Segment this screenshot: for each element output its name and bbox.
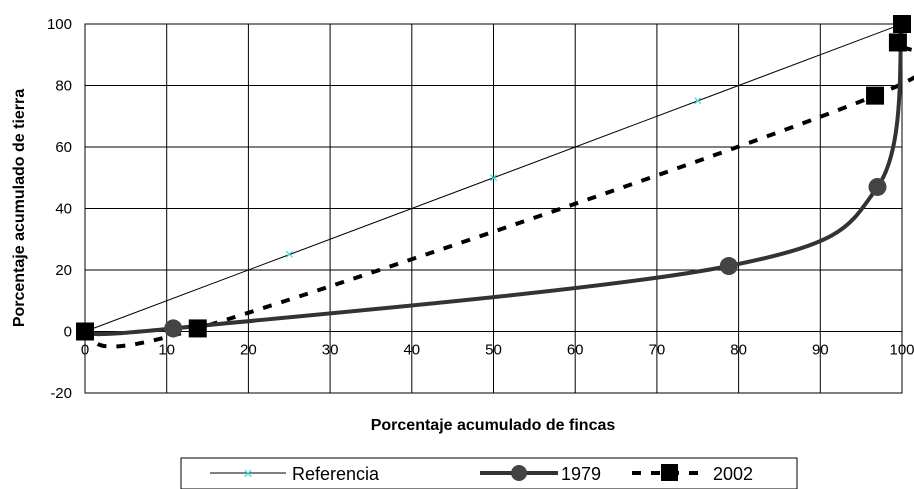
x-tick-label: 50 — [485, 342, 502, 359]
legend-label-2002: 2002 — [713, 464, 753, 484]
legend-marker-referencia: × — [243, 464, 253, 483]
point-2002 — [866, 86, 885, 105]
y-tick-label: 60 — [55, 139, 72, 156]
y-tick-label: 80 — [55, 78, 72, 95]
y-tick-labels: -20 0 20 40 60 80 100 — [47, 16, 72, 402]
x-tick-label: 40 — [403, 342, 420, 359]
point-referencia: × — [693, 93, 702, 110]
y-tick-label: -20 — [50, 385, 72, 402]
point-referencia: × — [285, 247, 294, 264]
x-tick-label: 20 — [240, 342, 257, 359]
x-axis-label: Porcentaje acumulado de fincas — [371, 417, 616, 434]
point-1979 — [719, 257, 738, 276]
y-tick-label: 0 — [64, 324, 72, 341]
point-referencia: × — [489, 170, 498, 187]
legend-label-1979: 1979 — [561, 464, 601, 484]
series-line-1979 — [84, 23, 904, 337]
y-tick-label: 20 — [55, 262, 72, 279]
x-tick-label: 60 — [567, 342, 584, 359]
series-line-referencia — [84, 23, 903, 332]
x-tick-label: 70 — [649, 342, 666, 359]
point-1979 — [164, 319, 183, 338]
x-tick-label: 0 — [81, 342, 89, 359]
x-tick-label: 90 — [812, 342, 829, 359]
y-tick-label: 100 — [47, 16, 72, 33]
x-tick-label: 30 — [322, 342, 339, 359]
x-tick-labels: 0 10 20 30 40 50 60 70 80 90 100 — [81, 342, 914, 359]
y-axis-label: Porcentaje acumulado de tierra — [11, 89, 28, 327]
legend: × Referencia 1979 2002 — [180, 457, 798, 489]
legend-marker-2002 — [661, 464, 678, 481]
y-tick-label: 40 — [55, 201, 72, 218]
point-2002 — [188, 319, 207, 338]
point-2002 — [76, 322, 94, 341]
x-tick-label: 10 — [158, 342, 175, 359]
x-tick-label: 100 — [889, 342, 914, 359]
legend-marker-1979 — [511, 465, 527, 481]
legend-label-referencia: Referencia — [292, 464, 380, 484]
plot-border — [84, 23, 903, 394]
x-tick-label: 80 — [730, 342, 747, 359]
point-2002 — [888, 33, 907, 52]
point-1979 — [868, 177, 887, 196]
point-2002 — [893, 15, 911, 33]
series-layer: × × × — [76, 15, 914, 349]
